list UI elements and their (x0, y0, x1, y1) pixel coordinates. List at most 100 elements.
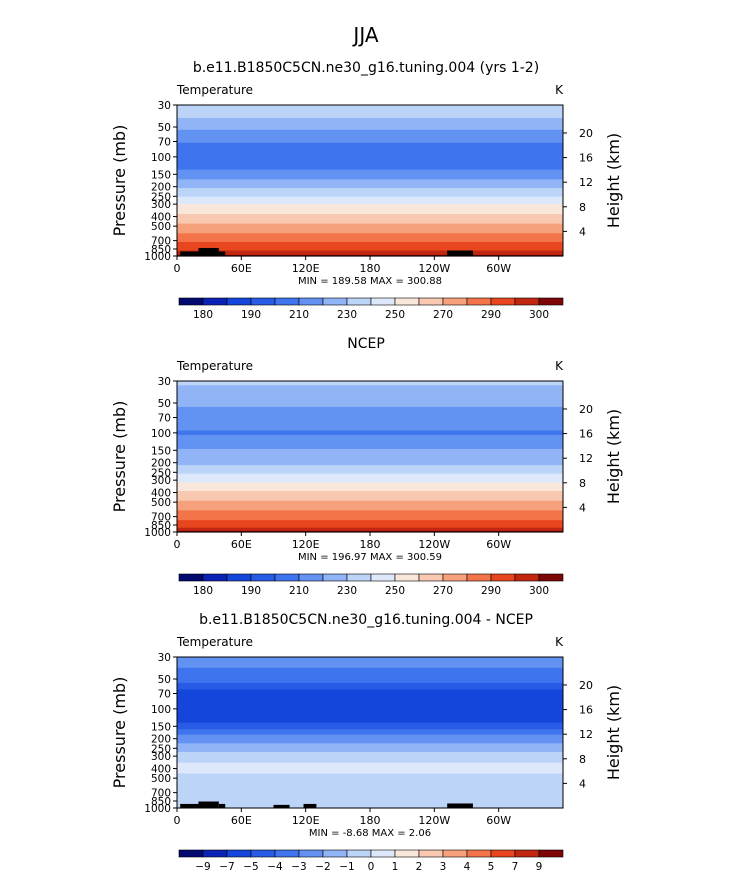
contour-band (177, 480, 563, 482)
contour-band (177, 666, 563, 669)
x-tick-label: 60E (231, 814, 252, 827)
contour-band (177, 249, 563, 252)
contour-band (177, 218, 563, 220)
contour-band (177, 251, 563, 254)
colorbar-label: 270 (433, 585, 453, 597)
colorbar-swatch (226, 297, 252, 306)
contour-band (177, 752, 563, 755)
contour-band (177, 165, 563, 168)
height-tick-label: 20 (579, 679, 593, 692)
contour-band (177, 226, 563, 229)
height-tick-label: 4 (579, 777, 586, 790)
contour-band (177, 140, 563, 143)
contour-band (177, 763, 563, 766)
x-tick-label: 120W (418, 262, 450, 275)
contour-band (177, 175, 563, 177)
contour-band (177, 108, 563, 110)
contour-band (177, 511, 563, 514)
contour-band (177, 486, 563, 489)
height-tick-label: 12 (579, 176, 593, 189)
topography-mask (180, 803, 199, 808)
contour-band (177, 521, 563, 523)
contour-band (177, 789, 563, 792)
contour-band (177, 443, 563, 446)
contour-band (177, 231, 563, 233)
contour-band (177, 748, 563, 751)
contour-band (177, 712, 563, 714)
contour-band (177, 512, 563, 515)
contour-band (177, 736, 563, 739)
contour-band (177, 668, 563, 671)
contour-band (177, 439, 563, 441)
colorbar-swatch (370, 573, 396, 582)
contour-band (177, 245, 563, 247)
contour-band (177, 676, 563, 679)
x-tick-label: 60W (486, 814, 511, 827)
contour-band (177, 450, 563, 452)
contour-band (177, 240, 563, 243)
contour-band (177, 193, 563, 196)
colorbar-swatch (514, 573, 540, 582)
topography-mask (447, 803, 473, 808)
contour-band (177, 798, 563, 800)
contour-band (177, 404, 563, 407)
figure-title: JJA (351, 23, 378, 47)
colorbar-swatch (202, 297, 228, 306)
contour-band (177, 115, 563, 118)
contour-band (177, 782, 563, 784)
contour-band (177, 190, 563, 192)
contour-band (177, 488, 563, 491)
colorbar-label: 7 (512, 861, 519, 873)
contour-band (177, 481, 563, 483)
contour-band (177, 188, 563, 190)
contour-band (177, 107, 563, 109)
contour-band (177, 222, 563, 225)
contour-band (177, 199, 563, 202)
colorbar-label: 290 (481, 585, 501, 597)
colorbar-label: 4 (464, 861, 471, 873)
colorbar-label: 190 (241, 585, 261, 597)
y-axis-label: Pressure (mb) (110, 125, 129, 237)
contour-band (177, 741, 563, 743)
contour-band (177, 131, 563, 134)
height-axis-label: Height (km) (604, 685, 623, 780)
contour-band (177, 508, 563, 510)
y-tick-label: 300 (151, 199, 171, 211)
contour-band (177, 157, 563, 160)
contour-band (177, 158, 563, 161)
contour-band (177, 744, 563, 747)
contour-band (177, 527, 563, 530)
contour-band (177, 142, 563, 145)
contour-band (177, 220, 563, 223)
contour-band (177, 525, 563, 528)
contour-band (177, 742, 563, 744)
contour-band (177, 227, 563, 230)
contour-band (177, 447, 563, 450)
colorbar-label: 270 (433, 309, 453, 321)
colorbar-label: −4 (267, 861, 283, 873)
contour-band (177, 792, 563, 795)
contour-band (177, 161, 563, 163)
contour-band (177, 427, 563, 430)
y-tick-label: 1000 (144, 527, 171, 539)
contour-band (177, 509, 563, 512)
y-tick-label: 100 (151, 428, 171, 440)
contour-band (177, 691, 563, 694)
contour-band (177, 507, 563, 509)
contour-band (177, 239, 563, 242)
contour-band (177, 765, 563, 768)
units-label: K (555, 635, 564, 649)
y-axis-label: Pressure (mb) (110, 677, 129, 789)
contour-band (177, 411, 563, 413)
contour-band (177, 192, 563, 195)
colorbar-label: 1 (392, 861, 399, 873)
contour-band (177, 502, 563, 505)
contour-band (177, 176, 563, 178)
contour-band (177, 247, 563, 250)
contour-band (177, 248, 563, 251)
contour-band (177, 152, 563, 155)
contour-band (177, 135, 563, 137)
contour-band (177, 678, 563, 681)
contour-band (177, 801, 563, 804)
